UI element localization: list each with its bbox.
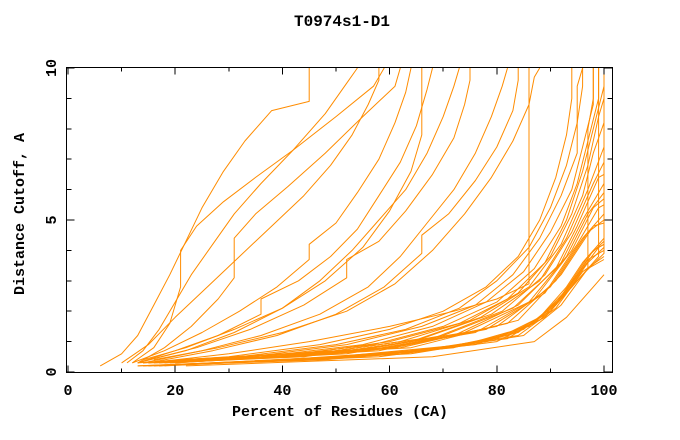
model-curve <box>148 68 600 364</box>
x-tick-label: 40 <box>273 383 291 400</box>
model-curve <box>169 192 605 364</box>
model-curve <box>142 67 584 364</box>
model-curve <box>180 219 605 361</box>
model-curve <box>137 67 401 364</box>
model-curves <box>99 67 605 367</box>
x-tick-label: 100 <box>590 383 617 400</box>
model-curve <box>185 222 605 361</box>
y-tick-label: 10 <box>44 59 61 77</box>
chart-title: T0974s1-D1 <box>294 13 390 31</box>
model-curve <box>153 68 594 367</box>
model-curve <box>159 122 605 364</box>
model-curve <box>137 67 433 364</box>
model-curve <box>159 74 605 367</box>
model-curve <box>142 68 584 364</box>
y-tick-label: 5 <box>44 215 61 224</box>
axis-tick-labels: 0 20 40 60 80 100 0 5 10 <box>44 59 618 400</box>
x-tick-label: 60 <box>381 383 399 400</box>
model-curve <box>148 68 594 364</box>
x-axis-label: Percent of Residues (CA) <box>232 404 448 421</box>
y-axis-label: Distance Cutoff, A <box>12 133 29 295</box>
x-tick-label: 20 <box>166 383 184 400</box>
model-curve <box>121 68 380 364</box>
model-curve <box>148 68 519 364</box>
model-curve <box>153 68 600 367</box>
model-curve <box>153 98 605 364</box>
model-curve <box>132 67 385 364</box>
model-curve <box>159 146 605 364</box>
model-curve <box>148 68 471 361</box>
model-curve <box>132 67 412 364</box>
model-curve <box>126 67 358 364</box>
model-curve <box>153 67 541 361</box>
model-curve <box>169 183 605 364</box>
model-curve <box>164 259 605 367</box>
model-curve <box>142 67 460 361</box>
model-curve <box>99 68 310 367</box>
model-curve <box>142 67 508 364</box>
model-curve <box>185 274 605 367</box>
model-curve <box>137 68 573 364</box>
x-tick-label: 80 <box>488 383 506 400</box>
model-curve <box>137 68 423 364</box>
axis-ticks <box>66 67 613 373</box>
y-tick-label: 0 <box>44 367 61 376</box>
x-tick-label: 0 <box>63 383 72 400</box>
